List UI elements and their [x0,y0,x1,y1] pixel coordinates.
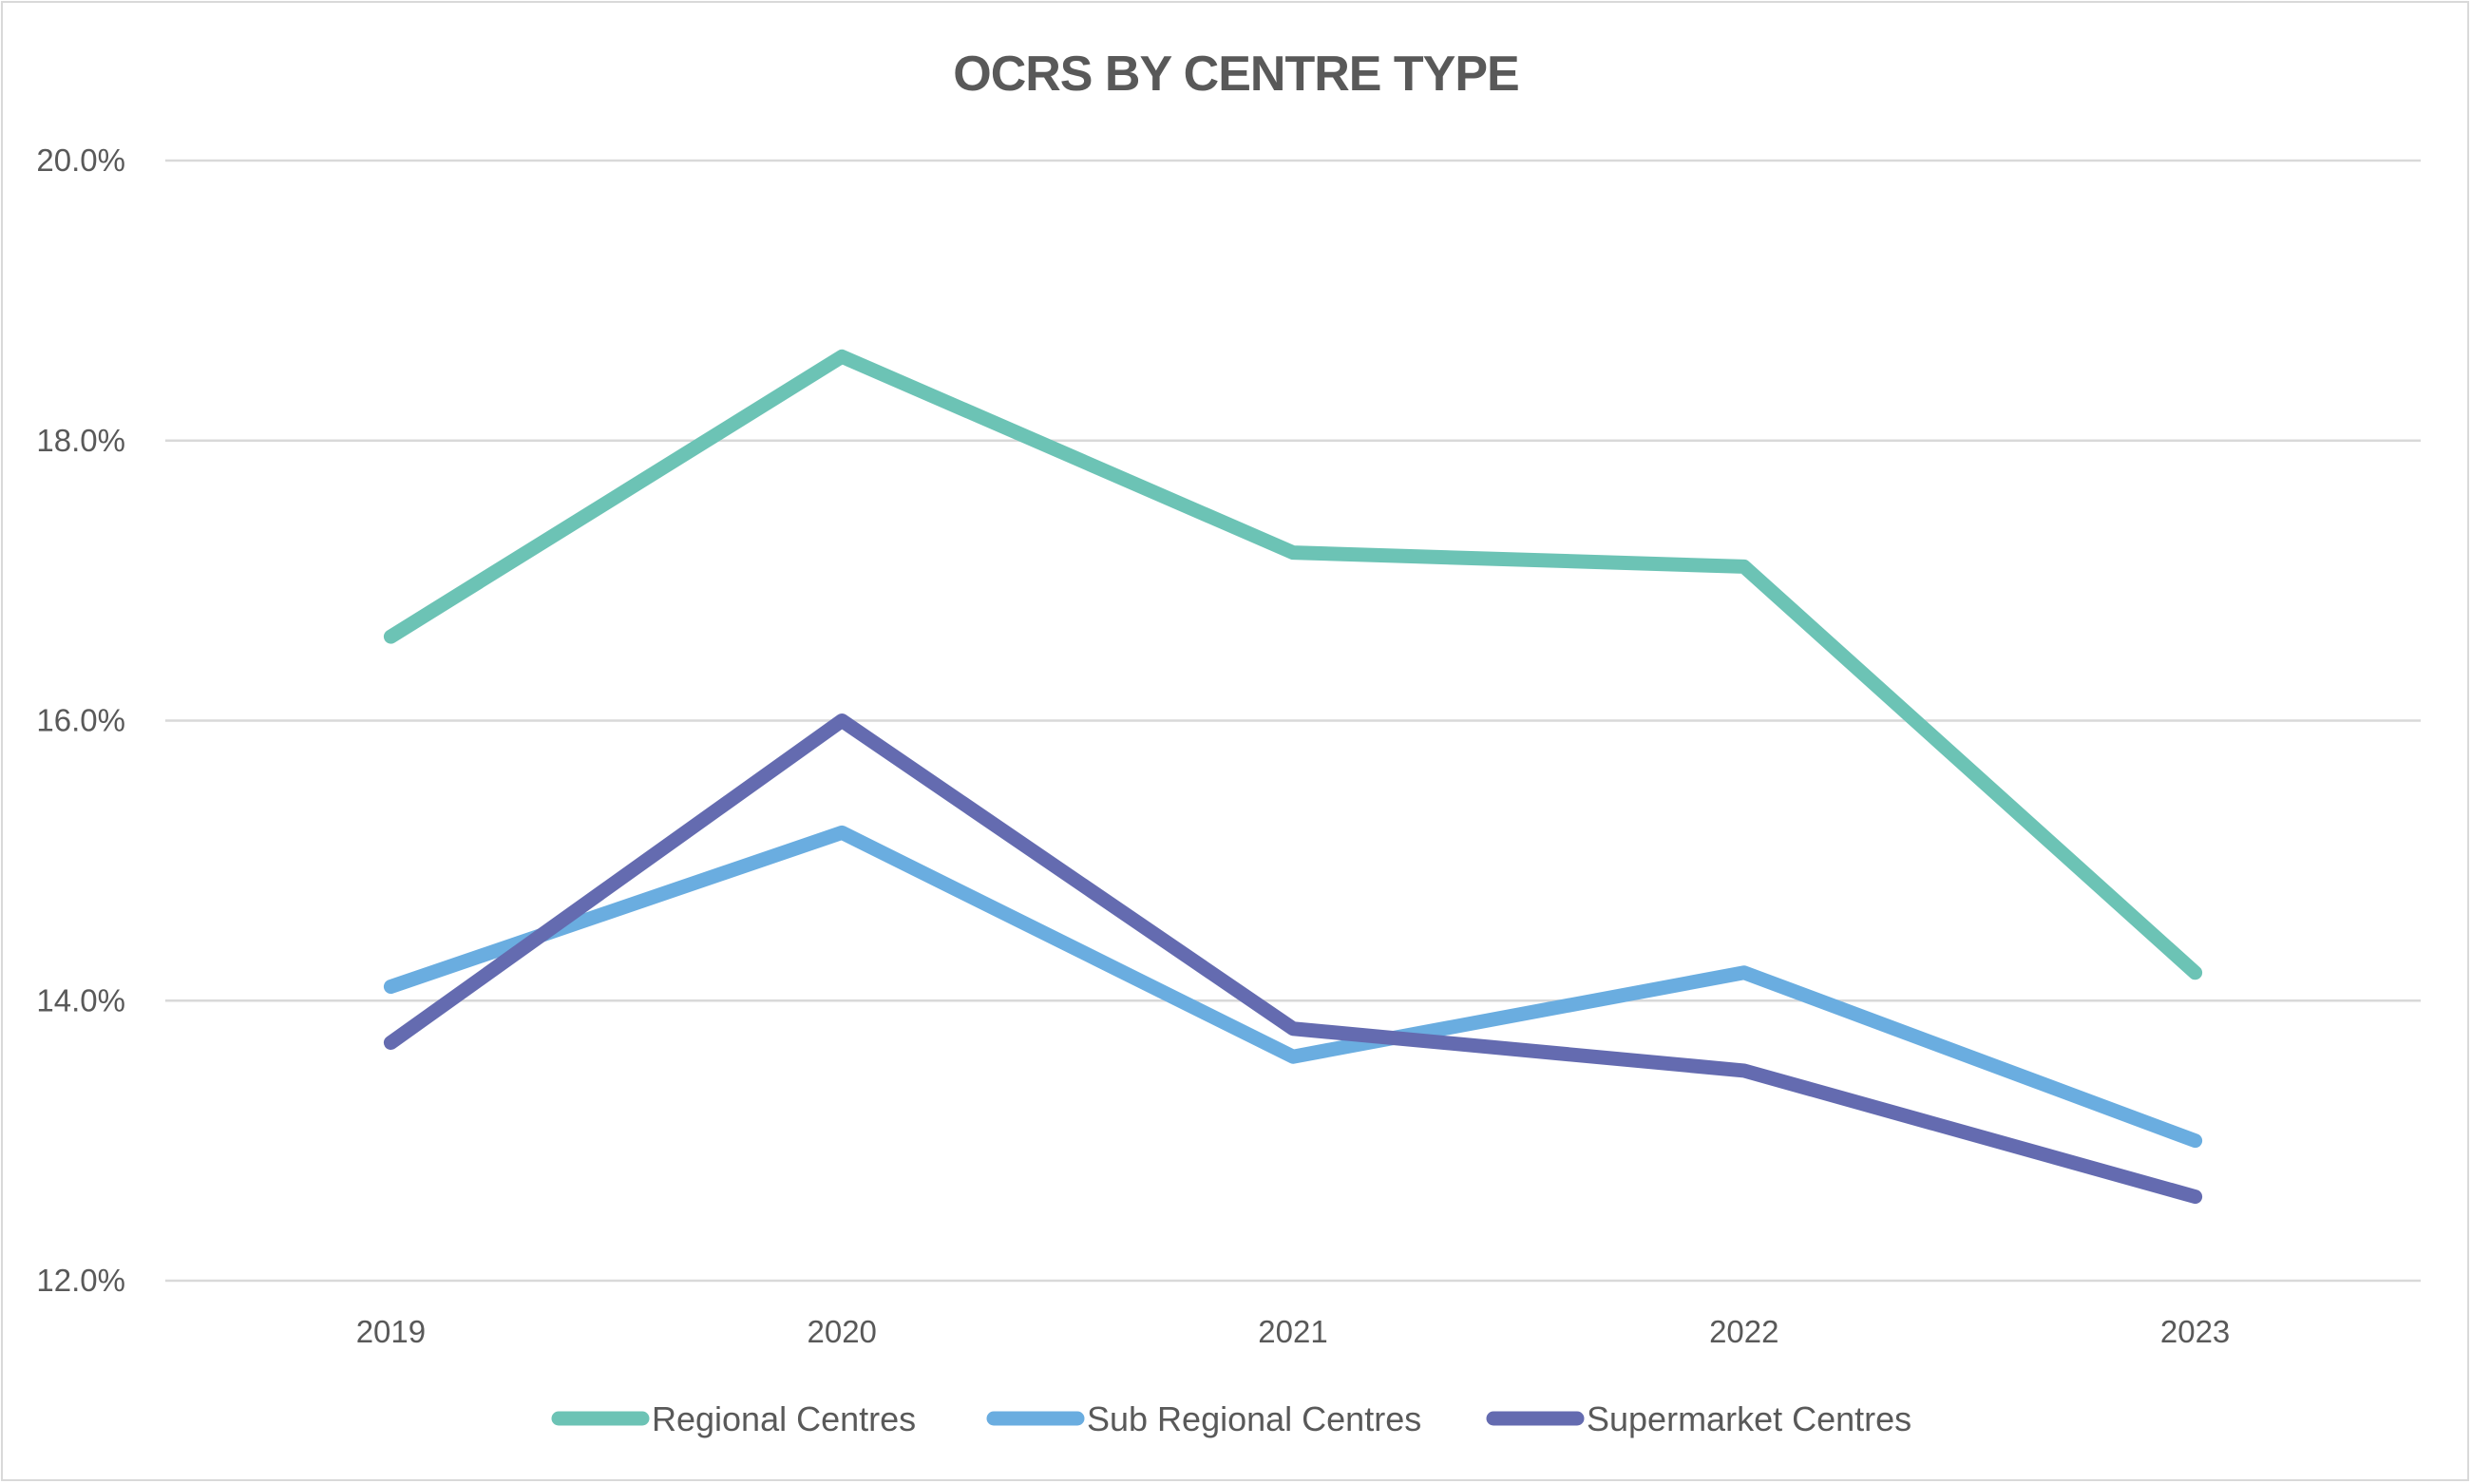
legend-label: Supermarket Centres [1587,1399,1911,1438]
y-tick-label: 20.0% [36,143,125,178]
chart-title: OCRS BY CENTRE TYPE [953,47,1518,102]
x-tick-label: 2021 [1258,1314,1327,1349]
x-tick-label: 2022 [1709,1314,1778,1349]
series-line-supermarket-centres [383,713,2203,1205]
series-line-sub-regional-centres [383,825,2203,1149]
series-line-regional-centres [383,349,2203,980]
x-tick-label: 2019 [356,1314,426,1349]
y-tick-label: 16.0% [36,703,125,738]
y-tick-label: 14.0% [36,982,125,1018]
x-tick-label: 2020 [807,1314,876,1349]
legend-label: Regional Centres [652,1399,916,1438]
y-tick-label: 12.0% [36,1263,125,1298]
x-tick-label: 2023 [2160,1314,2230,1349]
legend-label: Sub Regional Centres [1087,1399,1421,1438]
y-tick-label: 18.0% [36,423,125,458]
